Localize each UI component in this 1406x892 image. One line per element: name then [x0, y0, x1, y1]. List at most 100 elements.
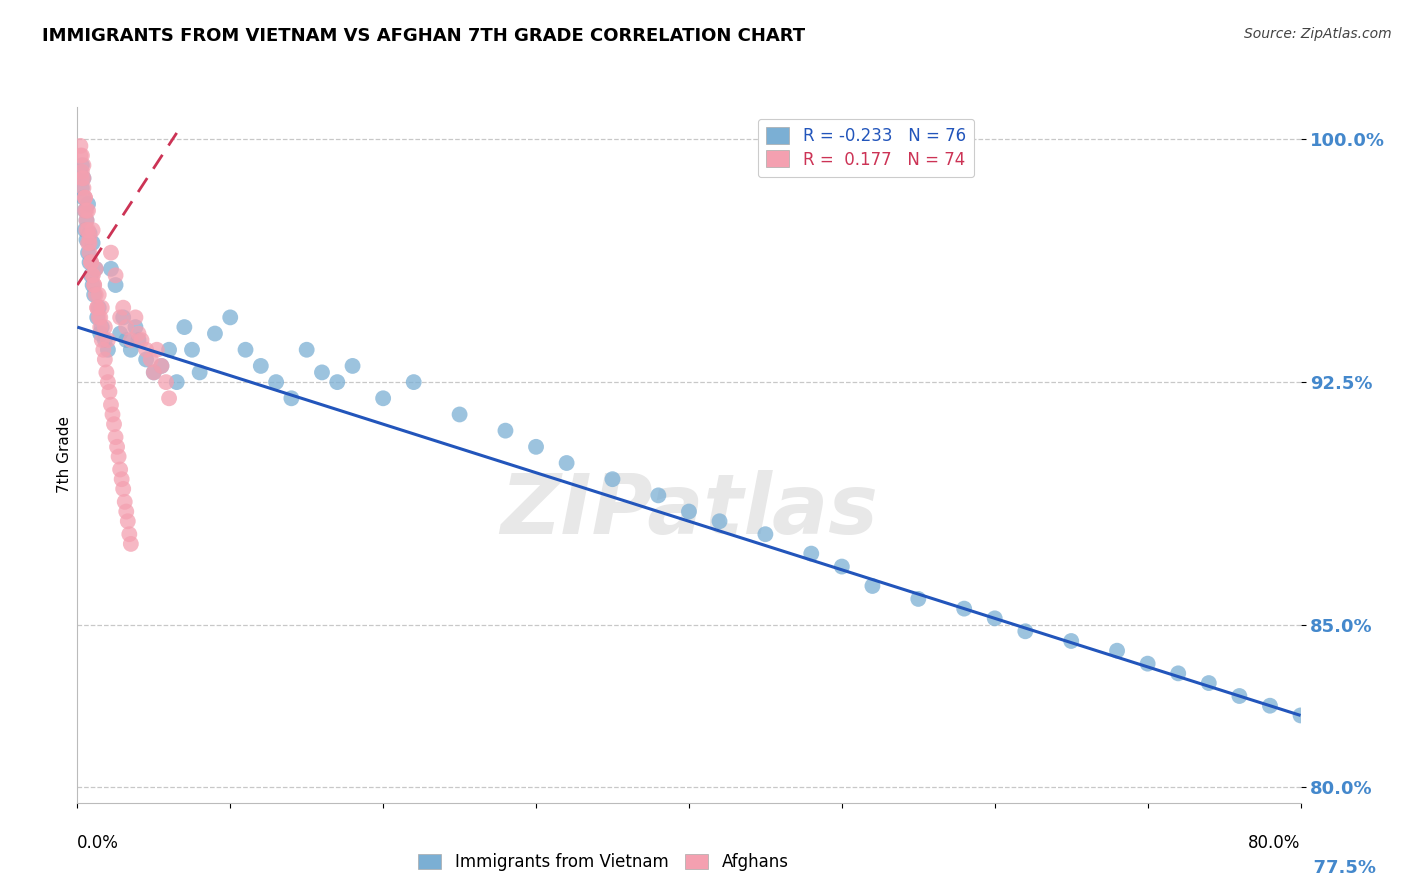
Point [280, 392, 302, 406]
Point [831, 559, 853, 574]
Point [131, 333, 153, 347]
Point [264, 375, 287, 389]
Point [1229, 689, 1251, 703]
Point [120, 343, 142, 357]
Point [70, 171, 93, 186]
Point [108, 326, 131, 341]
Point [72, 171, 94, 186]
Point [984, 611, 1007, 625]
Point [77, 223, 100, 237]
Point [90, 320, 112, 334]
Point [647, 488, 669, 502]
Point [105, 440, 128, 454]
Point [84, 261, 107, 276]
Point [82, 278, 104, 293]
Point [76, 223, 98, 237]
Point [120, 333, 142, 347]
Point [80, 255, 103, 269]
Point [112, 482, 135, 496]
Point [1289, 708, 1312, 723]
Legend: Immigrants from Vietnam, Afghans: Immigrants from Vietnam, Afghans [412, 847, 796, 878]
Point [124, 320, 146, 334]
Point [602, 472, 624, 486]
Point [79, 255, 101, 269]
Point [86, 301, 108, 315]
Point [862, 579, 884, 593]
Point [1167, 666, 1189, 681]
Text: ZIPatlas: ZIPatlas [501, 470, 877, 551]
Point [89, 320, 111, 334]
Point [77, 197, 100, 211]
Point [100, 245, 122, 260]
Point [115, 320, 138, 334]
Point [142, 365, 165, 379]
Point [235, 343, 257, 357]
Point [70, 158, 93, 172]
Point [94, 352, 117, 367]
Point [70, 148, 93, 162]
Point [70, 165, 93, 179]
Point [1107, 643, 1129, 657]
Point [907, 591, 929, 606]
Point [800, 547, 823, 561]
Point [72, 158, 94, 172]
Point [295, 343, 318, 357]
Point [371, 392, 394, 406]
Point [326, 375, 349, 389]
Point [73, 191, 96, 205]
Point [86, 310, 108, 325]
Point [524, 440, 547, 454]
Point [118, 527, 141, 541]
Point [139, 352, 162, 367]
Point [678, 504, 700, 518]
Point [124, 310, 146, 325]
Point [1060, 634, 1083, 648]
Point [188, 365, 211, 379]
Point [76, 203, 98, 218]
Point [754, 527, 776, 541]
Text: 0.0%: 0.0% [77, 834, 120, 852]
Point [449, 408, 471, 422]
Point [79, 229, 101, 244]
Point [89, 326, 111, 341]
Point [77, 245, 100, 260]
Point [150, 359, 173, 373]
Point [157, 392, 180, 406]
Point [94, 320, 117, 334]
Point [114, 495, 136, 509]
Point [76, 213, 98, 227]
Point [250, 359, 273, 373]
Point [97, 333, 120, 347]
Point [108, 310, 131, 325]
Point [127, 326, 149, 341]
Point [555, 456, 578, 470]
Point [953, 601, 976, 615]
Point [73, 203, 96, 218]
Text: 77.5%: 77.5% [1301, 858, 1375, 877]
Y-axis label: 7th Grade: 7th Grade [56, 417, 72, 493]
Point [73, 191, 96, 205]
Point [82, 268, 104, 283]
Point [79, 245, 101, 260]
Point [69, 139, 91, 153]
Point [80, 268, 103, 283]
Text: Source: ZipAtlas.com: Source: ZipAtlas.com [1244, 27, 1392, 41]
Point [76, 233, 98, 247]
Point [155, 375, 177, 389]
Point [1198, 676, 1220, 690]
Point [94, 333, 117, 347]
Point [90, 301, 112, 315]
Point [103, 417, 125, 432]
Point [104, 278, 127, 293]
Point [84, 261, 107, 276]
Point [83, 278, 105, 293]
Point [100, 261, 122, 276]
Text: 80.0%: 80.0% [1249, 834, 1301, 852]
Point [709, 514, 731, 528]
Point [495, 424, 517, 438]
Point [98, 384, 121, 399]
Point [72, 181, 94, 195]
Point [311, 365, 333, 379]
Point [1258, 698, 1281, 713]
Point [135, 352, 157, 367]
